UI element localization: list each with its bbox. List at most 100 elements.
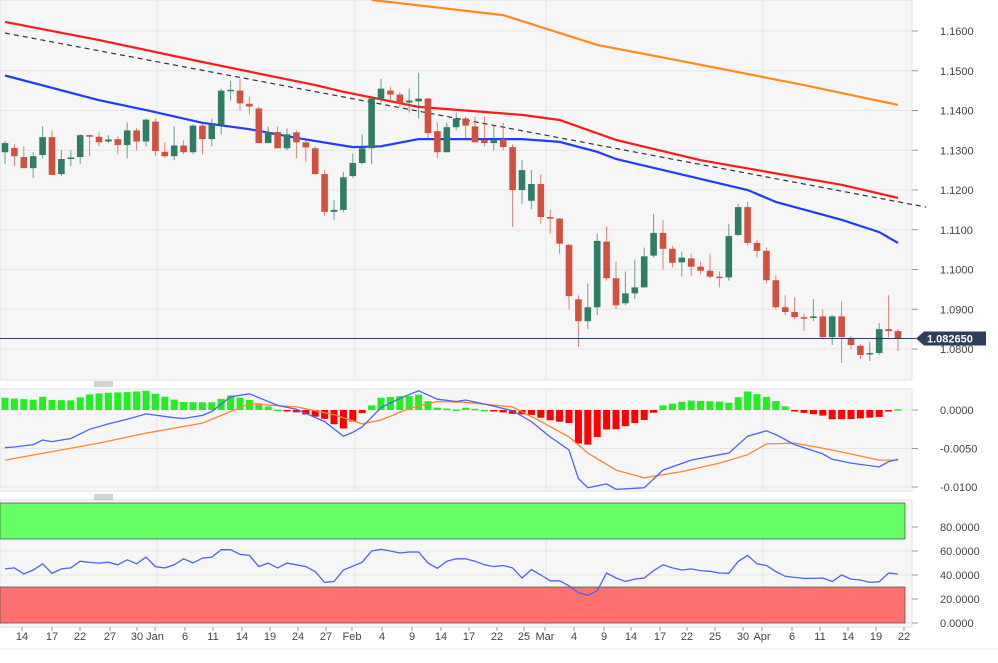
price-tick-label: 1.0900	[940, 304, 974, 316]
macd-tick-label: -0.0050	[940, 444, 977, 456]
macd-histogram-bar	[734, 397, 742, 410]
candle-body	[603, 241, 610, 279]
candle	[264, 126, 272, 144]
candle	[161, 142, 169, 159]
candle-body	[387, 90, 394, 95]
candle-body	[434, 131, 441, 153]
candle	[678, 251, 686, 277]
macd-histogram-bar	[114, 392, 122, 410]
macd-histogram-bar	[57, 400, 65, 410]
date-tick-label: 4	[379, 631, 385, 643]
candle	[11, 144, 18, 167]
candle-body	[565, 244, 573, 297]
candle	[781, 295, 789, 316]
macd-histogram-bar	[151, 393, 159, 410]
panel-resize-handles[interactable]	[94, 381, 113, 500]
candle	[687, 253, 695, 277]
candle	[76, 134, 84, 165]
candle	[311, 146, 319, 175]
macd-histogram-bar	[725, 402, 733, 410]
candle	[875, 323, 883, 355]
candle-body	[415, 98, 422, 102]
candle-body	[180, 145, 187, 153]
macd-histogram-bar	[753, 394, 761, 410]
macd-histogram-bar	[480, 409, 488, 412]
panel-resize-handle[interactable]	[94, 494, 113, 500]
macd-histogram-bar	[800, 410, 808, 413]
date-tick-label: 22	[74, 631, 86, 643]
candle-body	[640, 256, 648, 288]
macd-histogram-bar	[499, 410, 507, 413]
price-tick-label: 1.1200	[940, 185, 974, 197]
candle-body	[518, 170, 526, 190]
candle	[274, 126, 281, 149]
candle-body	[76, 135, 84, 158]
price-tick-label: 1.1400	[940, 106, 974, 118]
macd-histogram-bar	[302, 410, 310, 415]
macd-histogram-bar	[527, 410, 535, 415]
macd-histogram-bar	[20, 399, 28, 410]
macd-histogram-bar	[791, 410, 799, 412]
macd-histogram-bar	[283, 410, 291, 412]
macd-histogram-bar	[208, 402, 216, 410]
candle-body	[687, 258, 695, 267]
candle-body	[772, 280, 780, 308]
macd-histogram-bar	[584, 410, 592, 445]
macd-histogram-bar	[875, 410, 883, 417]
candle-body	[791, 312, 798, 318]
candle-body	[161, 151, 169, 157]
macd-histogram-bar	[405, 396, 413, 410]
candle-body	[377, 88, 385, 99]
candle	[133, 128, 140, 151]
candle-body	[396, 94, 404, 103]
candle-body	[584, 307, 592, 322]
candle	[415, 72, 422, 119]
macd-histogram-bar	[292, 410, 300, 413]
price-tick-label: 1.1500	[940, 66, 974, 78]
candle-body	[763, 250, 770, 281]
date-tick-label: 30	[737, 631, 749, 643]
macd-histogram-bar	[612, 410, 620, 430]
candle-body	[152, 121, 159, 152]
candle	[857, 344, 864, 359]
candle-body	[452, 118, 460, 128]
macd-histogram-bar	[659, 405, 667, 410]
candle-body	[208, 124, 216, 140]
macd-histogram-bar	[650, 410, 658, 413]
candle	[368, 96, 375, 165]
candle	[246, 96, 253, 115]
date-tick-label: 30	[131, 631, 143, 643]
candle-body	[622, 293, 629, 304]
candle	[499, 122, 507, 151]
candle-body	[471, 126, 479, 143]
candle	[593, 233, 601, 316]
macd-histogram-bar	[866, 410, 874, 418]
macd-signal-line	[4, 400, 898, 479]
moving-average-mid-line	[4, 20, 899, 199]
candle-body	[321, 174, 328, 212]
candle	[697, 261, 704, 275]
macd-histogram-bar	[556, 410, 564, 422]
candle	[189, 124, 197, 155]
panel-resize-handle[interactable]	[94, 381, 113, 387]
candle	[58, 150, 65, 177]
candle-body	[358, 148, 366, 163]
price-tick-label: 1.1100	[940, 225, 973, 237]
macd-panel[interactable]	[1, 390, 902, 490]
macd-histogram-bar	[772, 401, 780, 410]
candle-body	[875, 329, 883, 353]
candle	[734, 203, 742, 237]
candle	[358, 134, 366, 165]
candle-body	[11, 147, 18, 157]
candle-body	[697, 266, 704, 271]
macd-histogram-bar	[838, 410, 846, 420]
candle	[800, 314, 808, 332]
macd-histogram-bar	[227, 395, 235, 410]
price-panel[interactable]	[0, 0, 927, 363]
rsi-panel[interactable]	[0, 502, 906, 624]
candle	[67, 150, 75, 167]
candle-body	[650, 232, 657, 256]
candle	[152, 118, 159, 157]
date-tick-label: Jan	[146, 631, 164, 643]
